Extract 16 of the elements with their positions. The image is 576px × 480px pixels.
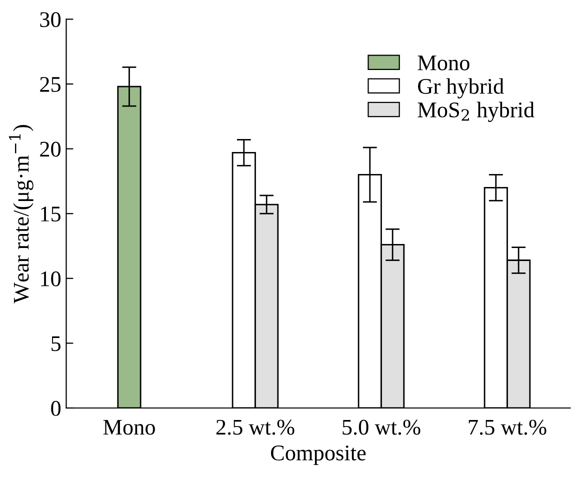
y-tick-label: 15 <box>41 206 61 222</box>
y-axis-title: Wear rate/(μg·m$^{−1}$) <box>8 125 34 304</box>
x-tick-label: 5.0 wt.% <box>342 420 420 435</box>
x-tick-label: 2.5 wt.% <box>216 420 294 435</box>
x-tick-label: Mono <box>103 420 155 435</box>
y-tick-label: 10 <box>41 271 61 286</box>
y-tick-label: 25 <box>40 76 61 92</box>
y-tick-label: 30 <box>40 12 61 28</box>
legend-label: Mono <box>418 56 470 70</box>
x-tick-label: 7.5 wt.% <box>468 420 546 435</box>
legend-label: MoS$_{2}$ hybrid <box>418 102 534 122</box>
legend-label: Gr hybrid <box>418 78 504 98</box>
y-tick-label: 5 <box>52 336 61 352</box>
y-tick-label: 0 <box>51 400 61 416</box>
y-tick-label: 20 <box>40 142 61 157</box>
x-axis-title: Composite <box>271 446 366 465</box>
